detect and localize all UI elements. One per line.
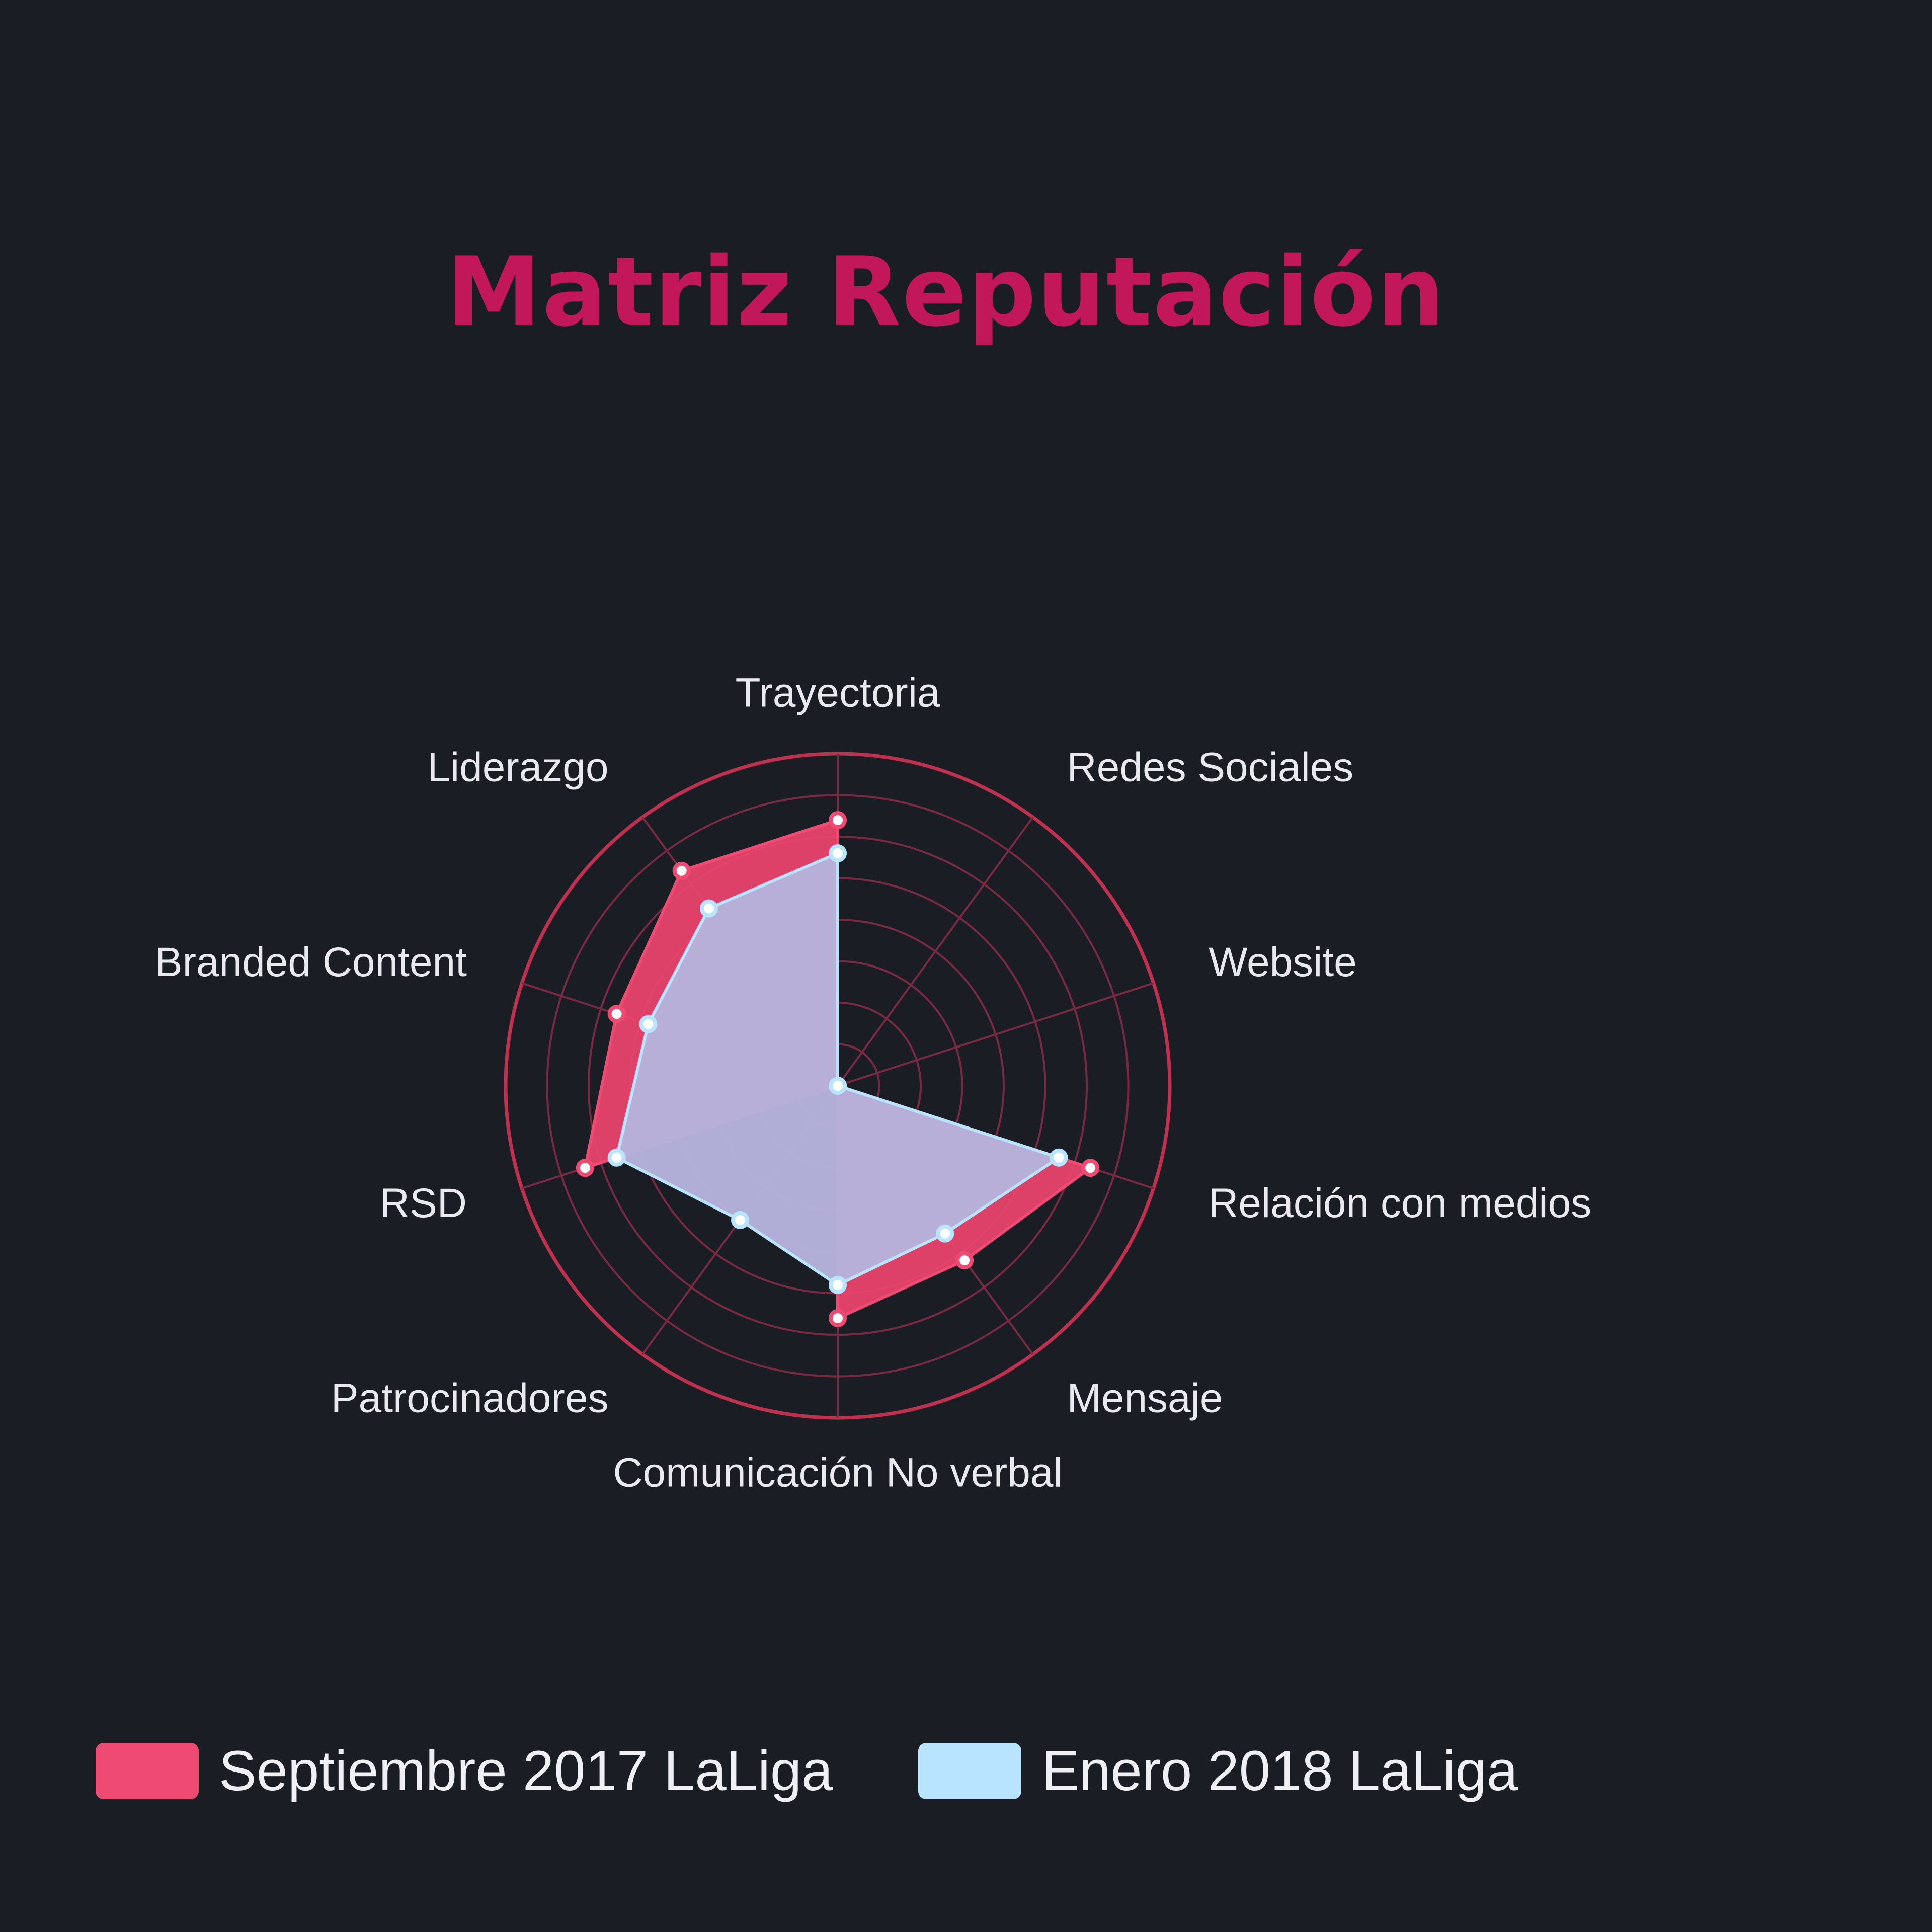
- axis-label: Patrocinadores: [331, 1376, 609, 1421]
- legend-label: Enero 2018 LaLiga: [1041, 1739, 1518, 1802]
- series-0-point[interactable]: [672, 861, 691, 880]
- axis-label: Mensaje: [1067, 1376, 1223, 1421]
- series-0-point[interactable]: [829, 811, 847, 829]
- axis-label: Liderazgo: [427, 745, 608, 790]
- legend-item-septiembre-2017[interactable]: Septiembre 2017 LaLiga: [96, 1738, 833, 1803]
- series-1-point[interactable]: [699, 899, 718, 918]
- series-layer: [576, 811, 1100, 1327]
- series-1-point[interactable]: [829, 844, 847, 862]
- series-1-point[interactable]: [829, 1276, 847, 1294]
- series-1-point[interactable]: [731, 1211, 750, 1229]
- legend: Septiembre 2017 LaLiga Enero 2018 LaLiga: [96, 1738, 1603, 1803]
- series-1-point[interactable]: [1050, 1148, 1068, 1167]
- axis-label: Relación con medios: [1209, 1180, 1591, 1226]
- axis-label: Branded Content: [155, 939, 467, 985]
- series-0-point[interactable]: [955, 1251, 974, 1270]
- legend-item-enero-2018[interactable]: Enero 2018 LaLiga: [918, 1738, 1518, 1803]
- series-0-point[interactable]: [1081, 1159, 1100, 1177]
- series-1-point[interactable]: [607, 1148, 626, 1167]
- axis-label: Trayectoria: [735, 670, 940, 716]
- axis-label: Redes Sociales: [1067, 745, 1354, 790]
- series-1-point[interactable]: [829, 1077, 847, 1095]
- series-0-point[interactable]: [607, 1005, 626, 1023]
- series-0-point[interactable]: [829, 1309, 847, 1327]
- series-1-point[interactable]: [639, 1015, 658, 1033]
- legend-swatch-septiembre-2017: [96, 1742, 199, 1799]
- series-area-1: [615, 852, 1061, 1286]
- grid-spoke: [837, 816, 1034, 1087]
- axis-label: RSD: [380, 1180, 467, 1226]
- legend-swatch-enero-2018: [918, 1742, 1022, 1799]
- chart-title: Matriz Reputación: [446, 236, 1446, 348]
- grid-spoke: [837, 982, 1154, 1087]
- axis-labels: Trayectoria Redes Sociales Website Relación…: [155, 670, 1591, 1496]
- legend-label: Septiembre 2017 LaLiga: [219, 1739, 833, 1802]
- axis-label: Website: [1209, 939, 1357, 985]
- axis-label: Comunicación No verbal: [613, 1450, 1062, 1496]
- series-0-point[interactable]: [576, 1159, 594, 1177]
- series-1-point[interactable]: [936, 1224, 954, 1243]
